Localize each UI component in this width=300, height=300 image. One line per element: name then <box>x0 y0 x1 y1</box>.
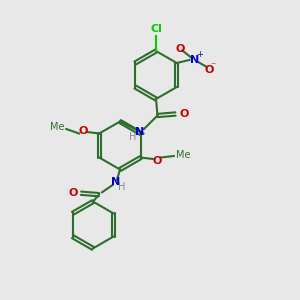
Text: +: + <box>196 50 203 59</box>
Text: N: N <box>190 55 200 65</box>
Text: H: H <box>129 132 136 142</box>
Text: O: O <box>179 109 188 119</box>
Text: O: O <box>205 64 214 75</box>
Text: Me: Me <box>50 122 64 133</box>
Text: O: O <box>68 188 77 198</box>
Text: ⁻: ⁻ <box>211 61 216 72</box>
Text: N: N <box>135 127 144 137</box>
Text: O: O <box>78 125 87 136</box>
Text: N: N <box>111 177 120 187</box>
Text: H: H <box>118 182 126 192</box>
Text: Me: Me <box>176 150 190 160</box>
Text: Cl: Cl <box>150 24 162 34</box>
Text: O: O <box>153 155 162 166</box>
Text: O: O <box>175 44 184 54</box>
